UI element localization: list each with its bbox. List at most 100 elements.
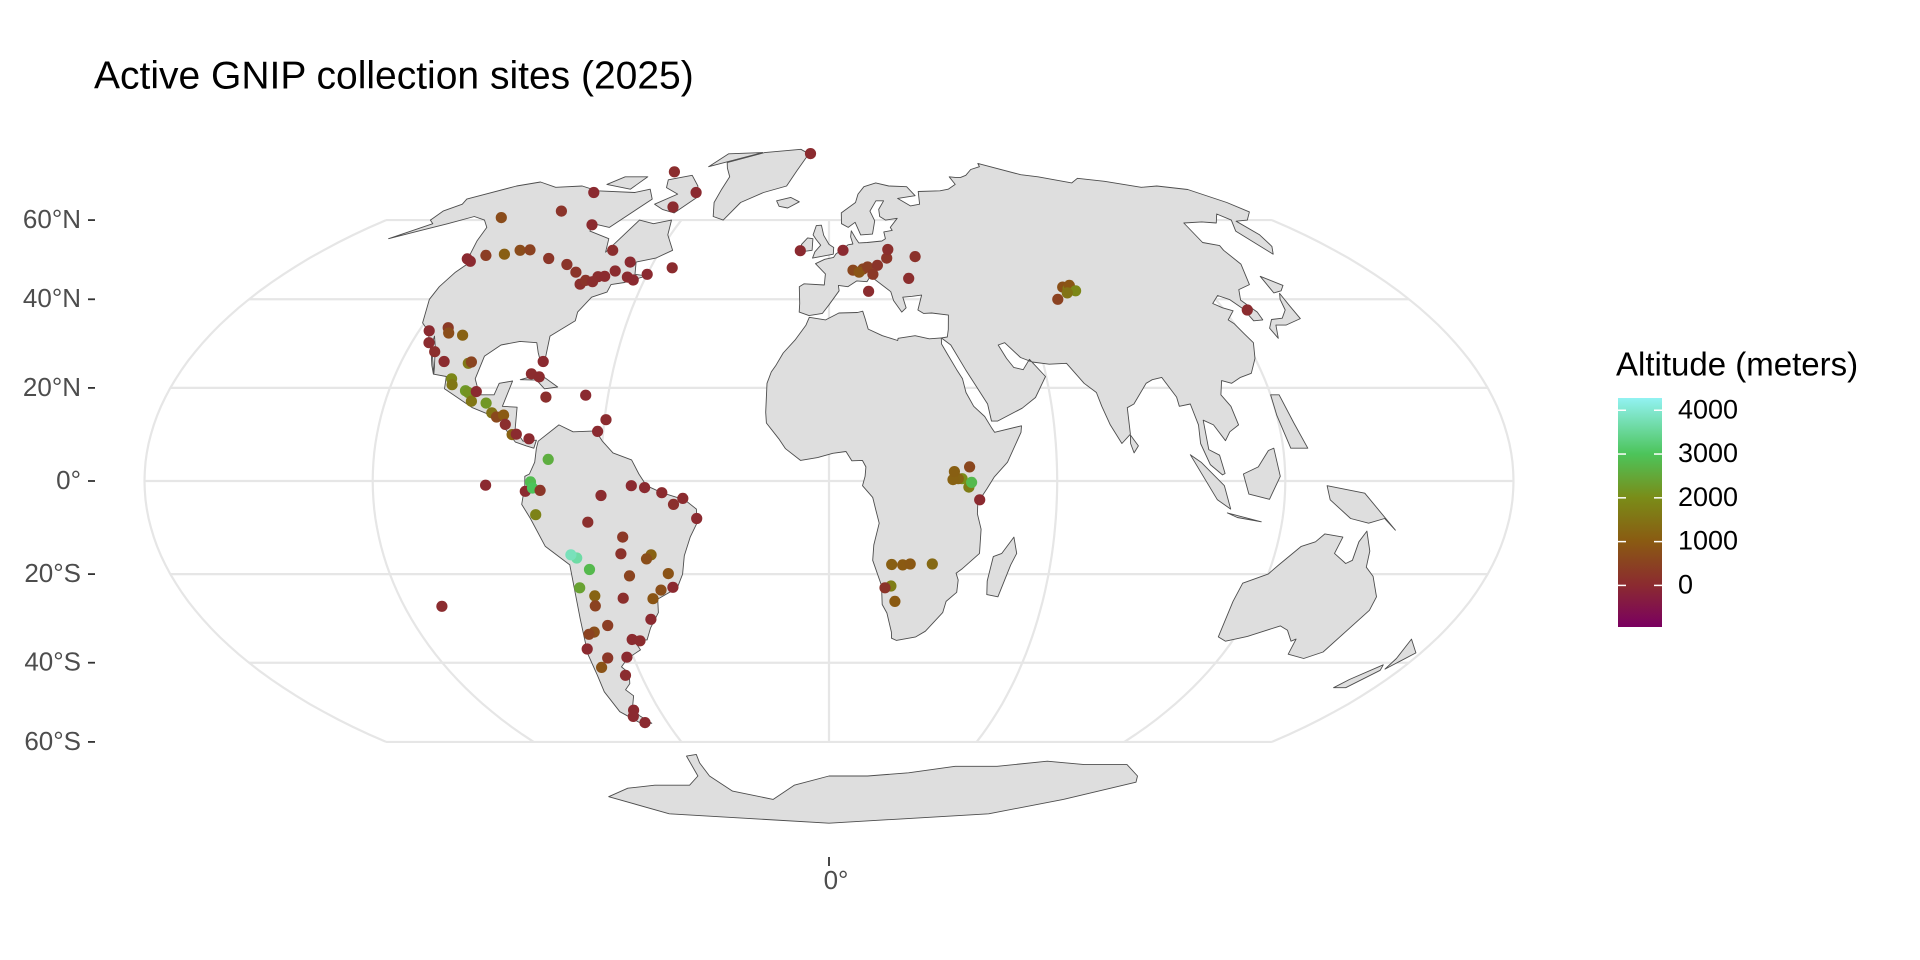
legend-tick-label: 1000 [1678, 526, 1738, 556]
site-point [514, 244, 526, 256]
y-tick-label: 0° [56, 465, 81, 495]
site-point [537, 355, 549, 368]
landmass [1259, 275, 1284, 294]
site-point [639, 717, 651, 729]
y-tick-label: 60°N [23, 204, 81, 234]
landmass [986, 536, 1018, 598]
site-point [461, 253, 473, 265]
site-point [882, 243, 894, 256]
site-point [543, 252, 555, 265]
site-point [966, 476, 978, 488]
landmass [1226, 512, 1262, 523]
site-point [627, 710, 639, 723]
legend-tick-label: 2000 [1678, 482, 1738, 512]
landmass [1333, 664, 1384, 689]
site-point [498, 248, 510, 260]
landmass [608, 753, 1138, 824]
site-point [480, 249, 492, 261]
site-point [948, 466, 961, 478]
landmass [1326, 485, 1396, 531]
site-point [667, 201, 679, 213]
site-point [662, 568, 674, 580]
site-point [640, 553, 653, 565]
grid-line [1271, 219, 1515, 743]
site-point [904, 558, 916, 570]
landmass [798, 162, 1274, 476]
site-point [867, 268, 879, 280]
site-point [623, 570, 636, 582]
site-point [465, 356, 477, 368]
site-point [602, 652, 614, 664]
site-point [609, 265, 621, 277]
site-point [443, 327, 455, 339]
site-point [524, 244, 536, 256]
site-point [639, 482, 651, 494]
site-point [565, 549, 577, 561]
site-point [863, 285, 875, 297]
site-point [837, 244, 849, 256]
legend-tick-label: 0 [1678, 570, 1693, 600]
site-point [889, 595, 901, 608]
legend: Altitude (meters) 0 1000 2000 3000 4000 [1616, 346, 1858, 627]
site-point [510, 428, 522, 440]
site-layer [423, 148, 1253, 729]
landmass [1242, 447, 1281, 500]
site-point [634, 635, 646, 647]
x-tick-label: 0° [824, 865, 849, 895]
y-tick-label: 20°S [24, 558, 81, 588]
site-point [570, 266, 582, 278]
landmass [776, 196, 800, 209]
landmass [712, 148, 810, 221]
site-point [645, 613, 657, 625]
land-layer [388, 148, 1417, 824]
site-point [656, 487, 668, 499]
site-point [627, 274, 639, 286]
site-point [495, 212, 507, 224]
site-point [794, 245, 806, 257]
site-point [974, 494, 986, 506]
site-point [617, 592, 629, 604]
legend-tick-label: 3000 [1678, 438, 1738, 468]
site-point [574, 582, 586, 594]
site-point [625, 480, 637, 492]
landmass [1384, 638, 1417, 670]
site-point [641, 268, 653, 280]
site-point [881, 252, 893, 264]
site-point [617, 531, 629, 543]
site-point [586, 219, 598, 231]
site-point [655, 584, 667, 596]
site-point [667, 498, 680, 510]
site-point [530, 509, 542, 521]
site-point [480, 397, 492, 409]
site-point [561, 258, 573, 271]
site-point [853, 266, 865, 278]
y-tick-label: 40°N [23, 283, 81, 313]
site-point [667, 581, 679, 593]
site-point [621, 651, 633, 663]
site-point [542, 453, 554, 465]
site-point [423, 337, 435, 349]
site-point [589, 590, 601, 602]
landmass [1130, 434, 1139, 454]
y-tick-label: 20°N [23, 372, 81, 402]
site-point [438, 355, 450, 368]
site-point [499, 418, 511, 430]
site-point [668, 166, 681, 178]
landmass [606, 176, 649, 190]
site-point [903, 272, 915, 284]
site-point [607, 244, 619, 256]
site-point [523, 433, 535, 445]
site-point [886, 558, 898, 571]
site-point [429, 346, 441, 358]
site-point [677, 492, 689, 504]
site-point [470, 386, 482, 398]
site-point [596, 661, 608, 674]
site-point [457, 329, 469, 341]
axes: 60°S 40°S 20°S 0° 20°N 40°N 60°N 0° [23, 204, 849, 895]
site-point [540, 391, 552, 403]
site-point [533, 371, 545, 383]
landmass [1270, 394, 1309, 449]
landmass [812, 224, 835, 259]
site-point [647, 593, 659, 605]
